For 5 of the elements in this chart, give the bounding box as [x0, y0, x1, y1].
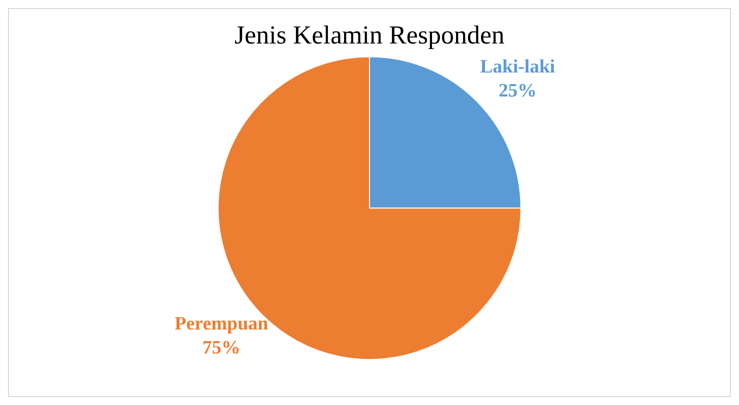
- data-label: 75%: [202, 337, 240, 358]
- chart-title: Jenis Kelamin Responden: [234, 20, 505, 50]
- slice-label: Perempuan: [174, 313, 269, 334]
- data-label: 25%: [498, 80, 537, 102]
- slice-label: Laki-laki: [480, 56, 556, 78]
